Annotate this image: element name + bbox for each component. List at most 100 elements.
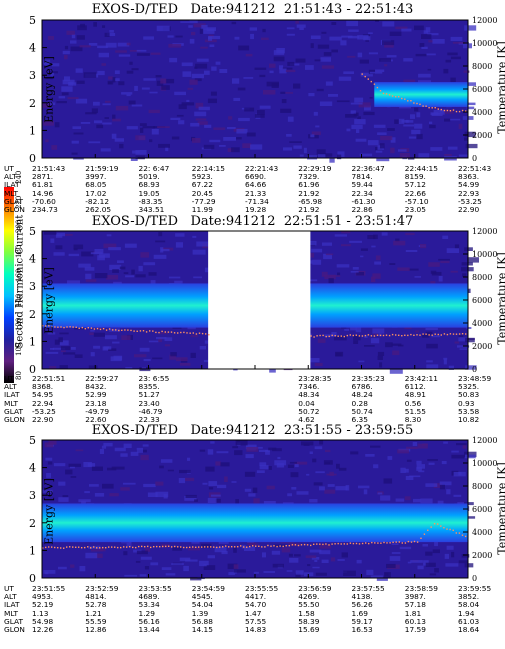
noise-cell bbox=[129, 61, 133, 65]
noise-cell bbox=[347, 55, 356, 58]
noise-cell bbox=[126, 70, 134, 74]
noise-cell bbox=[404, 468, 409, 473]
noise-cell bbox=[323, 52, 332, 56]
noise-cell bbox=[376, 157, 390, 162]
noise-cell bbox=[365, 454, 375, 457]
temperature-point bbox=[81, 547, 83, 549]
noise-cell bbox=[329, 275, 341, 277]
noise-cell bbox=[287, 61, 295, 66]
noise-cell bbox=[85, 112, 97, 115]
noise-cell bbox=[176, 114, 184, 117]
noise-cell bbox=[59, 365, 68, 370]
temperature-point bbox=[210, 546, 212, 548]
noise-cell bbox=[414, 276, 421, 278]
noise-cell bbox=[325, 449, 331, 453]
temperature-point bbox=[452, 529, 454, 531]
y2-tick-label: 10000 bbox=[472, 39, 497, 48]
ephemeris-cell: 23:42:11 bbox=[404, 374, 438, 383]
ephemeris-cell: 22.60 bbox=[85, 415, 107, 424]
noise-cell bbox=[410, 560, 423, 563]
noise-cell bbox=[58, 566, 67, 570]
noise-cell bbox=[54, 339, 60, 345]
noise-cell bbox=[395, 238, 400, 242]
temperature-point bbox=[437, 523, 439, 525]
ephemeris-cell: 51.55 bbox=[404, 406, 426, 416]
noise-cell bbox=[447, 146, 458, 150]
ephemeris-cell: 3987. bbox=[404, 592, 426, 602]
noise-cell bbox=[215, 498, 221, 503]
temperature-point bbox=[66, 546, 68, 548]
noise-cell bbox=[178, 120, 185, 125]
temperature-point bbox=[352, 542, 355, 545]
noise-cell bbox=[280, 91, 286, 94]
ephemeris-cell: 21.33 bbox=[245, 188, 267, 198]
noise-cell bbox=[376, 578, 388, 581]
ephemeris-cell: 57.55 bbox=[245, 616, 267, 626]
noise-cell bbox=[112, 341, 120, 344]
temperature-point bbox=[464, 535, 467, 538]
ephemeris-cell: 23:55:55 bbox=[245, 584, 279, 593]
noise-cell bbox=[203, 564, 207, 567]
temperature-point bbox=[355, 334, 357, 336]
noise-cell bbox=[462, 444, 467, 449]
ephemeris-cell: 48.91 bbox=[404, 390, 426, 400]
noise-cell bbox=[118, 81, 125, 86]
noise-cell bbox=[62, 79, 75, 85]
noise-cell bbox=[401, 28, 412, 32]
noise-cell bbox=[112, 269, 119, 273]
noise-cell bbox=[64, 76, 70, 81]
noise-cell bbox=[405, 120, 414, 123]
temperature-point bbox=[121, 329, 123, 331]
noise-cell bbox=[368, 32, 373, 34]
temperature-point bbox=[237, 546, 239, 548]
noise-cell bbox=[364, 105, 371, 111]
noise-cell bbox=[200, 543, 212, 549]
noise-cell bbox=[83, 462, 92, 468]
noise-cell bbox=[119, 143, 124, 149]
noise-cell bbox=[167, 469, 174, 472]
noise-cell bbox=[187, 87, 194, 90]
noise-cell bbox=[114, 138, 124, 142]
temperature-point bbox=[90, 327, 93, 329]
ephemeris-cell: 21:51:43 bbox=[32, 164, 66, 173]
noise-cell bbox=[386, 55, 397, 58]
noise-cell bbox=[374, 261, 381, 265]
noise-cell bbox=[108, 76, 114, 80]
noise-cell bbox=[183, 565, 189, 572]
noise-cell bbox=[105, 274, 119, 280]
noise-cell bbox=[195, 102, 204, 109]
noise-cell bbox=[185, 494, 197, 498]
noise-cell bbox=[108, 247, 121, 251]
noise-cell bbox=[430, 270, 437, 274]
noise-cell bbox=[93, 22, 97, 27]
ephemeris-row-label: ALT bbox=[4, 592, 17, 602]
temperature-point bbox=[346, 334, 348, 337]
temperature-point bbox=[120, 546, 122, 549]
noise-cell bbox=[290, 472, 299, 478]
temperature-point bbox=[164, 331, 166, 333]
temperature-point bbox=[183, 331, 185, 334]
noise-cell bbox=[245, 53, 253, 57]
noise-cell bbox=[203, 565, 216, 570]
temperature-point bbox=[205, 333, 207, 335]
noise-cell bbox=[269, 63, 276, 68]
noise-cell bbox=[429, 121, 433, 124]
noise-cell bbox=[99, 548, 106, 552]
noise-cell bbox=[348, 35, 360, 39]
temperature-point bbox=[173, 332, 176, 334]
temperature-point bbox=[367, 334, 370, 336]
noise-cell bbox=[416, 467, 422, 471]
temperature-point bbox=[316, 543, 318, 545]
ephemeris-cell: 23: 6:55 bbox=[138, 374, 170, 383]
ephemeris-cell: 0.93 bbox=[458, 398, 475, 408]
ephemeris-row-label: MLT bbox=[4, 188, 18, 198]
temperature-point bbox=[376, 334, 379, 336]
noise-cell bbox=[58, 337, 63, 343]
temperature-point bbox=[133, 330, 135, 332]
noise-cell bbox=[363, 111, 375, 116]
ephemeris-cell: 20.45 bbox=[191, 188, 213, 198]
noise-cell bbox=[45, 139, 49, 143]
noise-cell bbox=[51, 63, 60, 67]
noise-cell bbox=[58, 497, 69, 502]
noise-cell bbox=[364, 335, 368, 338]
